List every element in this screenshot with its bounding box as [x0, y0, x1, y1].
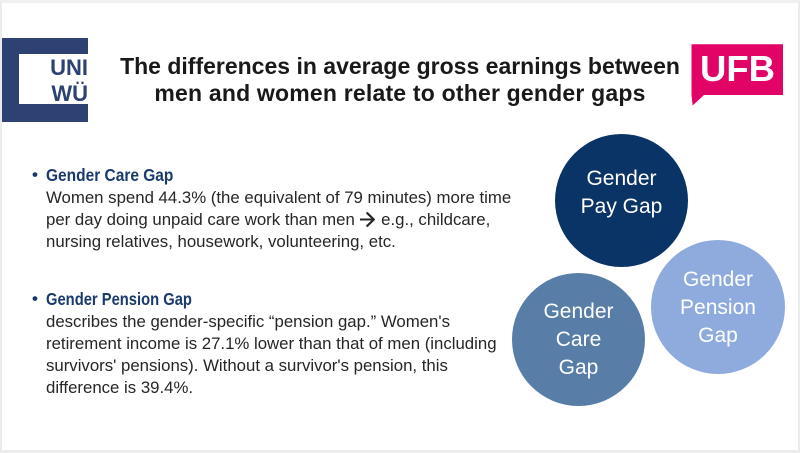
- svg-text:UFB: UFB: [700, 48, 775, 89]
